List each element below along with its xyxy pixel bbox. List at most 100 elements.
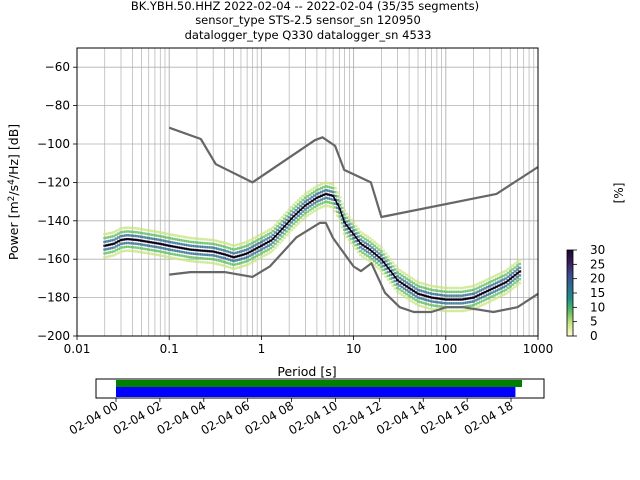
psd-density-cell [435, 304, 439, 308]
psd-density-cell [114, 233, 118, 236]
psd-density-cell [372, 263, 376, 267]
psd-density-cell [149, 252, 153, 255]
psd-density-cell [188, 240, 192, 244]
psd-density-cell [363, 253, 367, 256]
psd-density-cell [303, 192, 307, 196]
psd-density-cell [289, 221, 293, 224]
psd-density-cell [465, 309, 469, 312]
psd-density-cell [158, 231, 162, 234]
psd-density-cell [513, 262, 517, 265]
psd-density-cell [266, 252, 270, 255]
psd-density-cell [400, 274, 404, 277]
psd-density-cell [324, 200, 328, 203]
psd-density-cell [393, 287, 397, 290]
psd-density-cell [156, 238, 160, 241]
psd-density-cell [236, 243, 240, 246]
psd-density-cell [338, 203, 342, 207]
psd-density-cell [377, 263, 381, 267]
psd-density-cell [213, 258, 217, 261]
psd-density-cell [347, 234, 351, 238]
psd-density-cell [444, 286, 448, 290]
psd-density-cell [287, 216, 291, 219]
psd-density-cell [382, 257, 386, 260]
psd-density-cell [128, 226, 132, 230]
psd-density-cell [462, 301, 466, 305]
psd-density-cell [119, 235, 123, 238]
psd-density-cell [250, 241, 254, 245]
psd-density-cell [248, 246, 252, 250]
psd-density-cell [518, 274, 522, 277]
psd-density-cell [121, 249, 125, 253]
psd-density-cell [497, 280, 501, 283]
psd-density-cell [340, 210, 344, 213]
psd-density-cell [218, 248, 222, 251]
psd-density-cell [354, 240, 358, 243]
psd-density-cell [163, 247, 167, 250]
psd-density-cell [266, 233, 270, 236]
psd-density-cell [370, 257, 374, 261]
psd-density-cell [386, 274, 390, 277]
psd-density-cell [243, 260, 247, 263]
psd-density-cell [483, 302, 487, 305]
psd-density-cell [499, 290, 503, 294]
psd-density-cell [144, 228, 148, 232]
psd-density-cell [347, 219, 351, 222]
psd-density-cell [278, 237, 282, 241]
psd-density-cell [259, 252, 263, 255]
psd-density-cell [147, 236, 151, 240]
psd-density-cell [195, 237, 199, 240]
psd-density-cell [472, 292, 476, 295]
psd-density-cell [225, 246, 229, 249]
psd-density-cell [389, 266, 393, 269]
psd-density-cell [253, 259, 257, 263]
psd-density-cell [409, 299, 413, 303]
psd-density-cell [292, 207, 296, 210]
psd-density-cell [354, 243, 358, 247]
psd-density-cell [170, 252, 174, 256]
y-tick-label: −160 [37, 252, 70, 266]
psd-density-cell [299, 197, 303, 200]
psd-density-cell [220, 244, 224, 248]
x-tick-label: 0.1 [160, 342, 179, 356]
psd-density-cell [243, 241, 247, 244]
psd-density-cell [423, 306, 427, 309]
psd-density-cell [218, 259, 222, 263]
psd-density-cell [375, 261, 379, 265]
psd-density-cell [190, 260, 194, 263]
psd-density-cell [444, 309, 448, 313]
psd-density-cell [259, 232, 263, 236]
psd-density-cell [156, 234, 160, 237]
psd-density-cell [165, 247, 169, 251]
psd-density-cell [398, 292, 402, 295]
psd-density-cell [105, 247, 109, 251]
psd-density-cell [303, 215, 307, 219]
psd-density-cell [183, 255, 187, 258]
psd-density-cell [446, 294, 450, 297]
psd-density-cell [105, 240, 109, 243]
psd-density-cell [216, 239, 220, 243]
psd-density-cell [271, 229, 275, 233]
psd-density-cell [370, 242, 374, 246]
psd-density-cell [144, 244, 148, 247]
psd-density-cell [499, 287, 503, 290]
psd-density-cell [481, 303, 485, 306]
psd-density-cell [442, 294, 446, 297]
psd-density-cell [492, 298, 496, 301]
psd-density-cell [211, 238, 215, 242]
psd-density-cell [490, 279, 494, 283]
psd-density-cell [273, 246, 277, 250]
psd-density-cell [421, 297, 425, 301]
psd-density-cell [294, 224, 298, 227]
psd-density-cell [151, 237, 155, 241]
psd-density-cell [225, 257, 229, 261]
psd-density-cell [421, 286, 425, 289]
psd-density-cell [183, 251, 187, 254]
psd-density-cell [179, 235, 183, 238]
psd-density-cell [398, 288, 402, 291]
timeline-tick-label: 02-04 12 [330, 398, 384, 437]
psd-density-cell [202, 261, 206, 264]
psd-density-cell [400, 270, 404, 274]
psd-density-cell [455, 290, 459, 294]
psd-density-cell [347, 215, 351, 219]
psd-density-cell [227, 262, 231, 265]
